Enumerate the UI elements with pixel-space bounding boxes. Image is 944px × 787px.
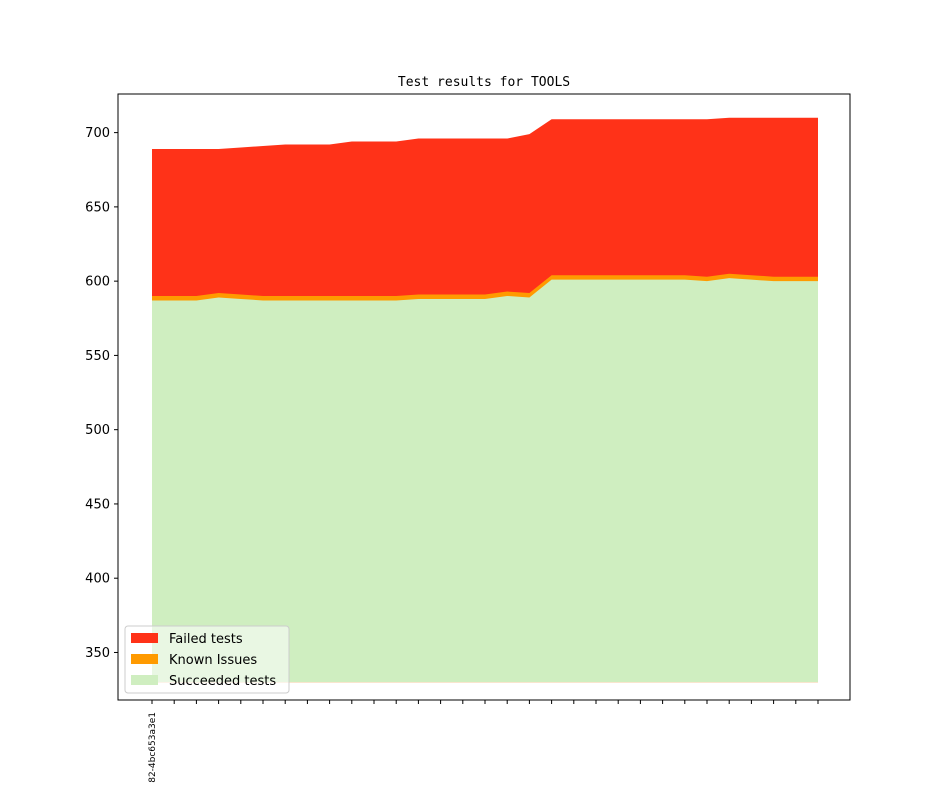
y-tick-label: 600 — [85, 275, 110, 290]
legend-label-succeeded-tests: Succeeded tests — [169, 674, 276, 689]
area-succeeded-tests — [152, 278, 818, 683]
y-tick-label: 650 — [85, 200, 110, 215]
legend-swatch-failed-tests — [131, 633, 158, 643]
legend-label-failed-tests: Failed tests — [169, 632, 243, 647]
legend-swatch-known-issues — [131, 654, 158, 664]
legend: Failed tests Known Issues Succeeded tests — [124, 625, 290, 694]
legend-label-known-issues: Known Issues — [169, 653, 257, 668]
legend-box — [124, 625, 290, 694]
y-tick-label: 550 — [85, 349, 110, 364]
y-axis: 350 400 450 500 550 600 650 700 — [85, 126, 118, 661]
plot-frame — [117, 93, 851, 701]
y-tick-label: 350 — [85, 646, 110, 661]
chart-title: Test results for TOOLS — [398, 75, 570, 90]
y-tick-label: 700 — [85, 126, 110, 141]
y-tick-label: 400 — [85, 572, 110, 587]
y-tick-label: 450 — [85, 497, 110, 512]
areas — [152, 117, 818, 683]
y-tick-label: 500 — [85, 423, 110, 438]
legend-swatch-succeeded-tests — [131, 675, 158, 685]
x-tick-label: 82-4bc653a3e1 — [148, 712, 158, 783]
x-axis: 82-4bc653a3e1 — [148, 700, 819, 783]
